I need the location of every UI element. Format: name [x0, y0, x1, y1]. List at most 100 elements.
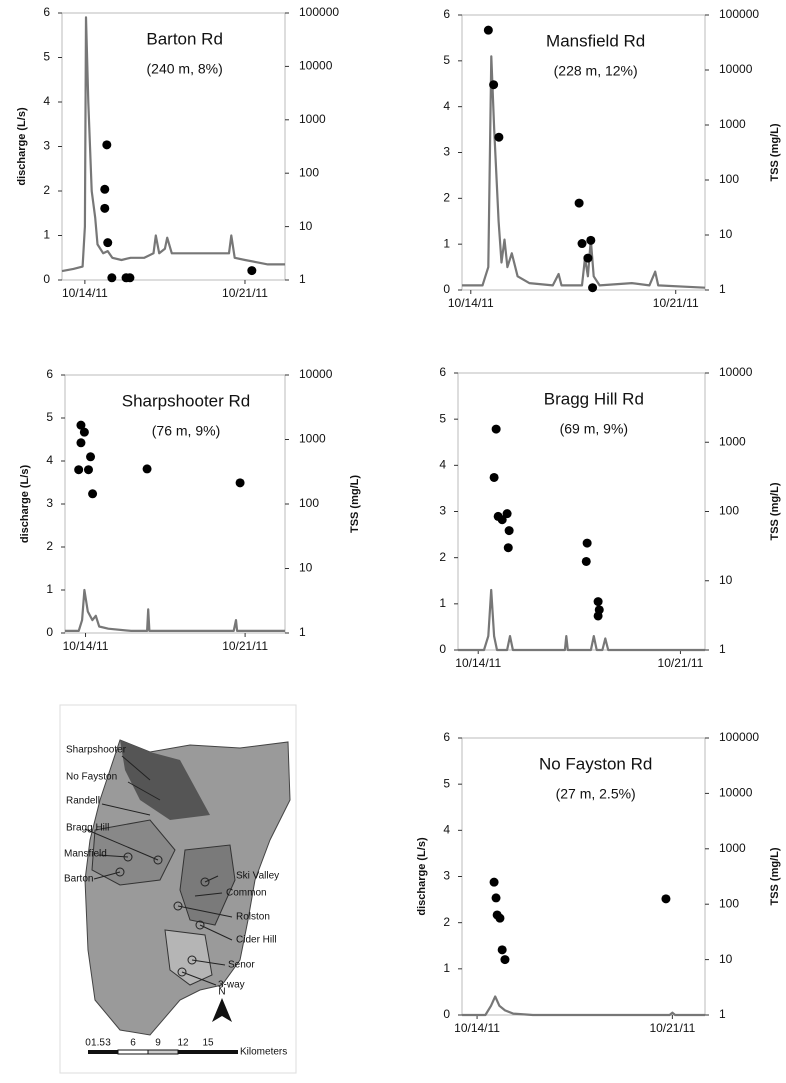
chart: No Fayston Rd(27 m, 2.5%)012345611010010…: [416, 730, 781, 1035]
tss-point: [583, 254, 592, 263]
y-tick-label: 2: [43, 183, 50, 197]
x-tick-label: 10/14/11: [455, 656, 501, 670]
chart-subtitle: (76 m, 9%): [152, 423, 220, 439]
tss-point: [490, 878, 499, 887]
tss-point: [80, 428, 89, 437]
y-axis-label: discharge (L/s): [16, 107, 28, 186]
tss-point: [661, 894, 670, 903]
y2-tick-label: 10000: [299, 367, 333, 381]
tss-point: [143, 464, 152, 473]
y2-tick-label: 10000: [299, 59, 333, 73]
y2-tick-label: 100: [719, 172, 739, 186]
scale-label: 3: [105, 1038, 111, 1049]
y-tick-label: 1: [46, 582, 53, 596]
y-tick-label: 5: [443, 53, 450, 67]
chart-subtitle: (240 m, 8%): [147, 61, 223, 77]
scale-label: 9: [155, 1038, 161, 1049]
y2-tick-label: 1000: [719, 117, 746, 131]
chart-subtitle: (228 m, 12%): [554, 63, 638, 79]
chart: Sharpshooter Rd(76 m, 9%)012345611010010…: [19, 367, 361, 653]
tss-point: [490, 473, 499, 482]
tss-point: [103, 238, 112, 247]
tss-point: [88, 489, 97, 498]
y2-axis-label: TSS (mg/L): [349, 475, 361, 533]
y2-tick-label: 100: [719, 504, 739, 518]
y-tick-label: 0: [443, 282, 450, 296]
x-tick-label: 10/14/11: [454, 1021, 500, 1035]
y-tick-label: 2: [443, 191, 450, 205]
y2-tick-label: 100: [719, 896, 739, 910]
x-tick-label: 10/21/11: [222, 286, 268, 300]
y-tick-label: 5: [443, 776, 450, 790]
chart: Bragg Hill Rd(69 m, 9%)01234561101001000…: [439, 365, 781, 670]
tss-point: [107, 273, 116, 282]
discharge-line: [458, 590, 705, 650]
north-label: N: [218, 987, 225, 998]
tss-point: [495, 914, 504, 923]
map-label: Ski Valley: [236, 871, 279, 882]
tss-point: [594, 611, 603, 620]
chart-subtitle: (27 m, 2.5%): [556, 786, 636, 802]
scale-label: 15: [202, 1038, 214, 1049]
y2-tick-label: 10: [719, 952, 733, 966]
map-label: No Fayston: [66, 772, 117, 783]
y-tick-label: 0: [43, 272, 50, 286]
tss-point: [586, 236, 595, 245]
y2-tick-label: 10000: [719, 62, 753, 76]
y2-tick-label: 100: [299, 496, 319, 510]
map-label: Mansfield: [64, 849, 107, 860]
y-tick-label: 1: [439, 596, 446, 610]
chart-title: Barton Rd: [146, 29, 223, 48]
scale-bar: [88, 1050, 238, 1054]
tss-point: [504, 543, 513, 552]
y2-tick-label: 10: [299, 561, 313, 575]
y-tick-label: 3: [46, 496, 53, 510]
y2-tick-label: 100: [299, 165, 319, 179]
tss-point: [247, 266, 256, 275]
y-axis-label: discharge (L/s): [416, 837, 428, 916]
scale-label: 12: [177, 1038, 189, 1049]
tss-point: [76, 438, 85, 447]
discharge-line: [65, 590, 285, 631]
chart-title: No Fayston Rd: [539, 754, 652, 773]
y-tick-label: 0: [443, 1007, 450, 1021]
y-tick-label: 4: [46, 453, 53, 467]
y2-tick-label: 10: [719, 573, 733, 587]
tss-point: [86, 452, 95, 461]
tss-point: [494, 133, 503, 142]
tss-point: [74, 465, 83, 474]
chart: Mansfield Rd(228 m, 12%)0123456110100100…: [443, 7, 781, 310]
map-label: Bragg Hill: [66, 823, 109, 834]
discharge-line: [62, 17, 285, 271]
map-label: Cider Hill: [236, 935, 277, 946]
y-tick-label: 0: [439, 642, 446, 656]
plot-frame: [65, 375, 285, 633]
y-axis-label: discharge (L/s): [19, 465, 31, 544]
tss-point: [583, 539, 592, 548]
y-tick-label: 1: [443, 236, 450, 250]
x-tick-label: 10/21/11: [653, 296, 699, 310]
x-tick-label: 10/21/11: [649, 1021, 695, 1035]
map-label: Randell: [66, 796, 100, 807]
tss-point: [492, 425, 501, 434]
y-tick-label: 4: [43, 94, 50, 108]
map-label: Rolston: [236, 912, 270, 923]
y-tick-label: 5: [46, 410, 53, 424]
y-tick-label: 6: [443, 7, 450, 21]
x-tick-label: 10/14/11: [62, 286, 108, 300]
discharge-line: [462, 997, 705, 1016]
figure: SharpshooterNo FaystonRandellBragg HillM…: [0, 0, 786, 1078]
x-tick-label: 10/14/11: [63, 639, 109, 653]
y2-tick-label: 1000: [719, 434, 746, 448]
y-tick-label: 5: [43, 50, 50, 64]
y2-tick-label: 1: [719, 282, 726, 296]
tss-point: [125, 273, 134, 282]
chart-title: Mansfield Rd: [546, 31, 645, 50]
y2-tick-label: 10000: [719, 786, 753, 800]
scale-unit: Kilometers: [240, 1047, 287, 1058]
discharge-line: [462, 56, 705, 287]
y2-axis-label: TSS (mg/L): [769, 123, 781, 181]
y2-tick-label: 100000: [719, 7, 759, 21]
y-tick-label: 6: [43, 5, 50, 19]
